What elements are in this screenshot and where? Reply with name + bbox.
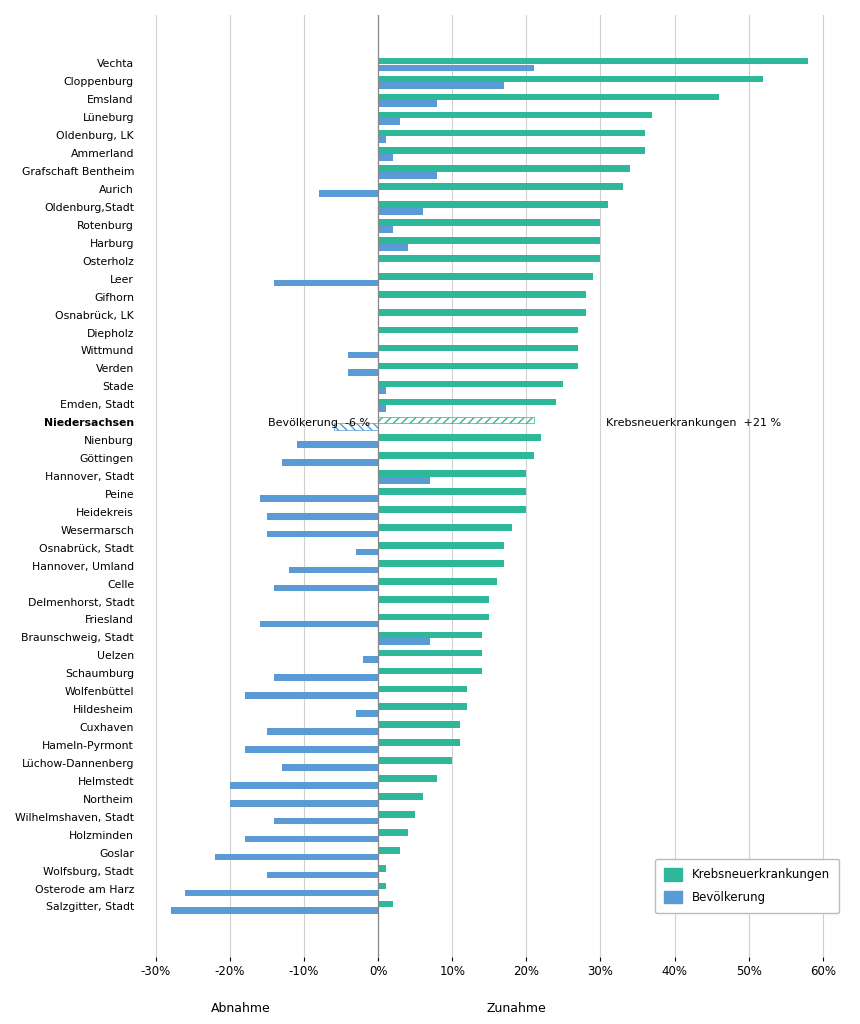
Bar — [378, 362, 578, 370]
Bar — [378, 758, 452, 764]
Text: Krebsneuerkrankungen  +21 %: Krebsneuerkrankungen +21 % — [605, 418, 781, 428]
Bar — [245, 692, 378, 699]
Bar — [378, 434, 541, 441]
Bar — [378, 524, 512, 530]
Bar — [378, 794, 422, 800]
Bar — [334, 423, 378, 430]
Bar — [274, 675, 378, 681]
Bar — [282, 764, 378, 771]
Bar — [378, 291, 586, 298]
Bar — [378, 273, 593, 280]
Bar — [378, 560, 504, 566]
Bar — [378, 100, 438, 108]
Bar — [378, 453, 534, 459]
Bar — [267, 871, 378, 879]
Bar — [378, 632, 482, 638]
Bar — [378, 775, 438, 782]
Bar — [378, 578, 497, 585]
Bar — [378, 506, 526, 513]
Bar — [230, 800, 378, 807]
Text: Abnahme: Abnahme — [211, 1001, 271, 1015]
Bar — [186, 890, 378, 896]
Bar — [378, 685, 467, 692]
Bar — [378, 883, 385, 890]
Bar — [378, 722, 459, 728]
Bar — [378, 119, 401, 125]
Bar — [378, 901, 393, 907]
Bar — [289, 566, 378, 573]
Bar — [378, 155, 393, 161]
Bar — [378, 202, 608, 208]
Bar — [170, 907, 378, 914]
Bar — [356, 549, 378, 555]
Bar — [378, 668, 482, 674]
Bar — [378, 406, 385, 412]
Bar — [215, 854, 378, 860]
Bar — [378, 57, 808, 65]
Bar — [378, 417, 534, 423]
Bar — [378, 488, 526, 495]
Bar — [378, 327, 578, 334]
Bar — [378, 865, 385, 871]
Bar — [274, 280, 378, 287]
Bar — [230, 782, 378, 788]
Bar — [378, 219, 600, 226]
Bar — [378, 226, 393, 232]
Bar — [378, 847, 401, 854]
Bar — [378, 639, 430, 645]
Text: Zunahme: Zunahme — [486, 1001, 546, 1015]
Bar — [378, 244, 408, 251]
Bar — [267, 513, 378, 519]
Bar — [356, 711, 378, 717]
Bar — [378, 238, 600, 244]
Bar — [348, 370, 378, 376]
Bar — [267, 728, 378, 735]
Bar — [378, 65, 534, 72]
Bar — [378, 130, 645, 136]
Bar — [297, 441, 378, 447]
Bar — [378, 93, 719, 100]
Bar — [378, 309, 586, 315]
Bar — [378, 208, 422, 215]
Bar — [245, 836, 378, 843]
Bar — [378, 255, 600, 262]
Bar — [260, 621, 378, 627]
Bar — [378, 112, 653, 118]
Bar — [378, 470, 526, 477]
Bar — [282, 459, 378, 466]
Bar — [378, 649, 482, 656]
Bar — [378, 703, 467, 710]
Bar — [378, 477, 430, 483]
Bar — [378, 345, 578, 351]
Bar — [378, 398, 556, 406]
Bar — [378, 147, 645, 155]
Bar — [274, 585, 378, 591]
Bar — [378, 542, 504, 549]
Bar — [378, 829, 408, 836]
Bar — [378, 136, 385, 143]
Bar — [378, 83, 504, 89]
Bar — [378, 811, 415, 818]
Bar — [267, 530, 378, 538]
Text: Bevölkerung  -6 %: Bevölkerung -6 % — [267, 418, 370, 428]
Bar — [378, 613, 489, 621]
Bar — [378, 596, 489, 602]
Bar — [245, 746, 378, 753]
Bar — [378, 166, 630, 172]
Bar — [378, 387, 385, 394]
Bar — [378, 183, 623, 190]
Bar — [363, 656, 378, 663]
Bar — [319, 190, 378, 197]
Bar — [378, 76, 764, 82]
Bar — [260, 495, 378, 502]
Legend: Krebsneuerkrankungen, Bevölkerung: Krebsneuerkrankungen, Bevölkerung — [655, 859, 839, 913]
Bar — [348, 351, 378, 358]
Bar — [274, 818, 378, 824]
Bar — [378, 381, 563, 387]
Bar — [378, 172, 438, 179]
Bar — [378, 739, 459, 746]
